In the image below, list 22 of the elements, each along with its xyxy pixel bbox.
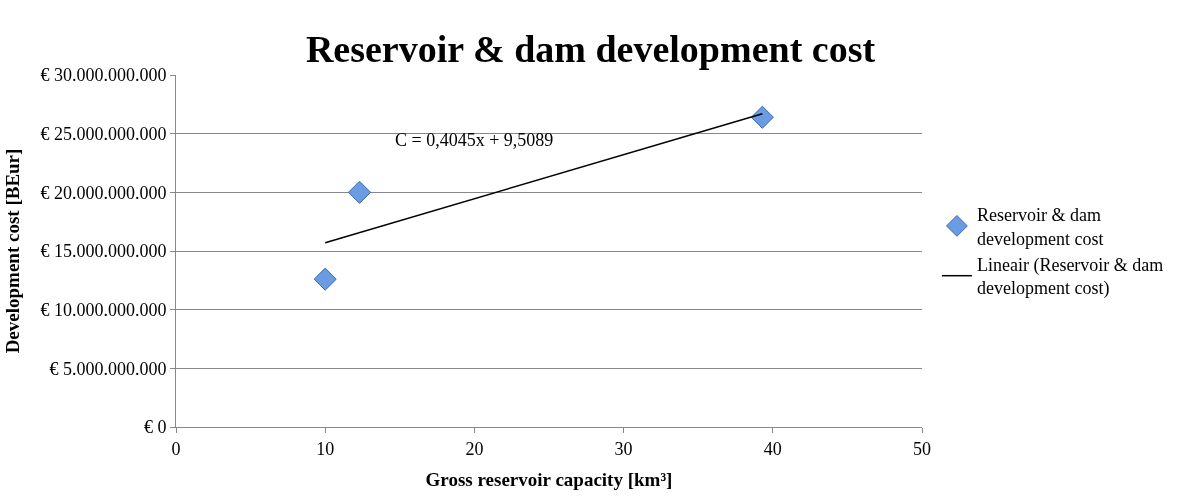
y-tick-label: € 10.000.000.000 [40,299,167,320]
point [347,180,372,204]
x-tick-label: 50 [913,438,931,459]
point [313,267,337,291]
y-tick-label: € 20.000.000.000 [40,182,167,203]
y-tick-label: € 5.000.000.000 [49,358,167,379]
annotation: C = 0,4045x + 9,5089 [395,130,554,150]
chart-title: Reservoir & dam development cost [305,27,876,70]
point [750,105,774,129]
y-tick-label: € 30.000.000.000 [40,65,167,86]
y-tick-label: € 0 [143,417,167,438]
x-tick-label: 20 [465,438,484,459]
y-tick-label: € 25.000.000.000 [40,123,167,144]
x-tick-label: 0 [171,438,181,459]
legend-label: Reservoir & dam development cost [976,205,1104,249]
y-tick-label: € 15.000.000.000 [40,241,167,262]
legend-label: Lineair (Reservoir & dam development cost) [976,255,1164,300]
x-axis-title: Gross reservoir capacity [km³] [425,469,673,491]
x-tick-label: 10 [316,438,335,459]
x-tick-label: 40 [763,438,782,459]
y-axis-title: Development cost [BEur] [2,148,24,354]
x-tick-label: 30 [614,438,633,459]
